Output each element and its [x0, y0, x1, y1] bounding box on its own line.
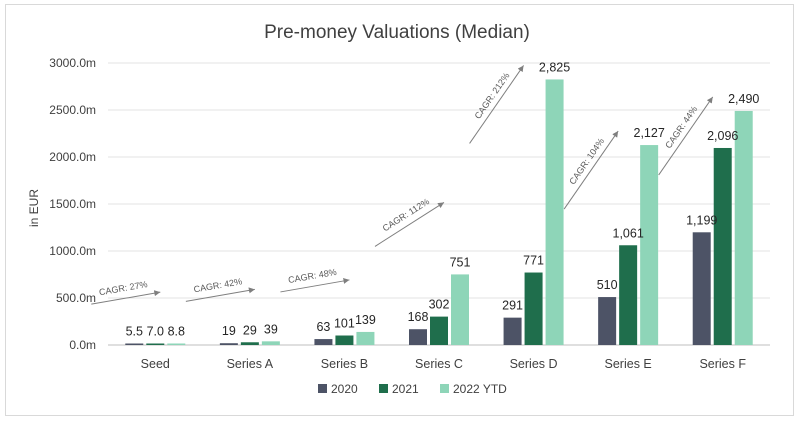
y-tick-label: 3000.0m: [49, 56, 96, 70]
y-axis-label: in EUR: [27, 189, 41, 227]
bar-2020-seed: [125, 343, 144, 345]
bar-data-label: 8.8: [168, 325, 185, 339]
y-tick-label: 2500.0m: [49, 103, 96, 117]
legend-label: 2022 YTD: [453, 382, 507, 396]
legend: 2020 2021 2022 YTD: [318, 382, 507, 396]
cagr-arrow: [185, 287, 255, 302]
bar-data-label: 63: [316, 320, 330, 334]
bar-data-label: 751: [450, 255, 471, 269]
bar-2022-ytd-series-b: [356, 331, 375, 345]
y-tick-label: 500.0m: [56, 291, 96, 305]
bar-2021-series-d: [524, 272, 543, 345]
cagr-arrow: [374, 201, 445, 247]
cagr-label: CAGR: 48%: [287, 267, 337, 285]
x-tick-label: Series D: [510, 357, 558, 371]
legend-label: 2020: [331, 382, 358, 396]
bar-2020-series-f: [692, 232, 711, 345]
x-tick-label: Series C: [415, 357, 463, 371]
cagr-label: CAGR: 44%: [663, 104, 699, 150]
legend-swatch: [318, 384, 327, 393]
bar-2020-series-e: [598, 297, 617, 345]
bar-2020-series-b: [314, 339, 333, 345]
bar-data-label: 139: [355, 313, 376, 327]
x-axis-ticks: Seed Series A Series B Series C Series D Seri…: [141, 357, 747, 371]
bar-2020-series-a: [219, 343, 238, 345]
x-tick-label: Series E: [605, 357, 652, 371]
x-tick-label: Series B: [321, 357, 368, 371]
x-tick-label: Series F: [699, 357, 746, 371]
bar-data-label: 1,199: [686, 213, 717, 227]
cagr-arrow: [658, 96, 714, 176]
y-tick-label: 0.0m: [69, 338, 96, 352]
bar-data-label: 168: [408, 310, 429, 324]
bar-data-label: 302: [429, 298, 450, 312]
y-axis-ticks: 0.0m 500.0m 1000.0m 1500.0m 2000.0m 2500.0m 30…: [49, 56, 96, 352]
bar-2021-series-c: [430, 316, 448, 345]
bar-2022-ytd-series-d: [545, 79, 564, 345]
cagr-arrow: [91, 290, 161, 305]
bar-2022-ytd-series-f: [734, 110, 753, 345]
y-tick-label: 2000.0m: [49, 150, 96, 164]
bar-data-label: 29: [243, 323, 257, 337]
bar-data-label: 7.0: [147, 325, 164, 339]
bar-2021-series-f: [713, 147, 732, 345]
bar-data-label: 771: [523, 254, 544, 268]
bar-2021-series-a: [240, 342, 259, 345]
chart-title: Pre-money Valuations (Median): [264, 22, 530, 43]
chart-frame: [5, 4, 794, 416]
legend-swatch: [379, 384, 388, 393]
bar-data-label: 2,127: [634, 126, 665, 140]
cagr-label: CAGR: 27%: [98, 279, 148, 297]
legend-label: 2021: [392, 382, 419, 396]
cagr-label: CAGR: 212%: [473, 71, 512, 121]
bar-data-label: 39: [264, 322, 278, 336]
bar-2022-ytd-series-a: [261, 341, 280, 345]
bar-data-label: 101: [334, 317, 355, 331]
bar-data-label: 1,061: [613, 226, 644, 240]
bar-data-label: 2,825: [539, 60, 570, 74]
x-tick-label: Seed: [141, 357, 170, 371]
bar-data-label: 510: [597, 278, 618, 292]
bar-2021-series-b: [335, 335, 354, 345]
cagr-label: CAGR: 42%: [193, 276, 243, 294]
cagr-arrow: [469, 65, 524, 144]
bar-2022-ytd-series-c: [451, 274, 469, 345]
bar-data-label: 19: [222, 324, 236, 338]
x-tick-label: Series A: [227, 357, 274, 371]
y-tick-label: 1000.0m: [49, 244, 96, 258]
legend-swatch: [440, 384, 449, 393]
bar-2020-series-c: [409, 329, 427, 345]
bar-2020-series-d: [503, 317, 522, 345]
bar-data-label: 5.5: [126, 325, 143, 339]
cagr-arrow: [563, 130, 619, 210]
bar-2022-ytd-seed: [167, 343, 186, 345]
bar-data-label: 291: [502, 299, 523, 313]
bars: [125, 79, 753, 345]
bar-2021-series-e: [619, 245, 638, 345]
bar-data-label: 2,096: [707, 129, 738, 143]
y-tick-label: 1500.0m: [49, 197, 96, 211]
bar-2021-seed: [146, 343, 165, 345]
bar-data-label: 2,490: [728, 92, 759, 106]
bar-2022-ytd-series-e: [640, 145, 659, 345]
cagr-label: CAGR: 104%: [567, 136, 606, 186]
cagr-arrow: [280, 278, 350, 293]
gridlines: [108, 62, 770, 346]
